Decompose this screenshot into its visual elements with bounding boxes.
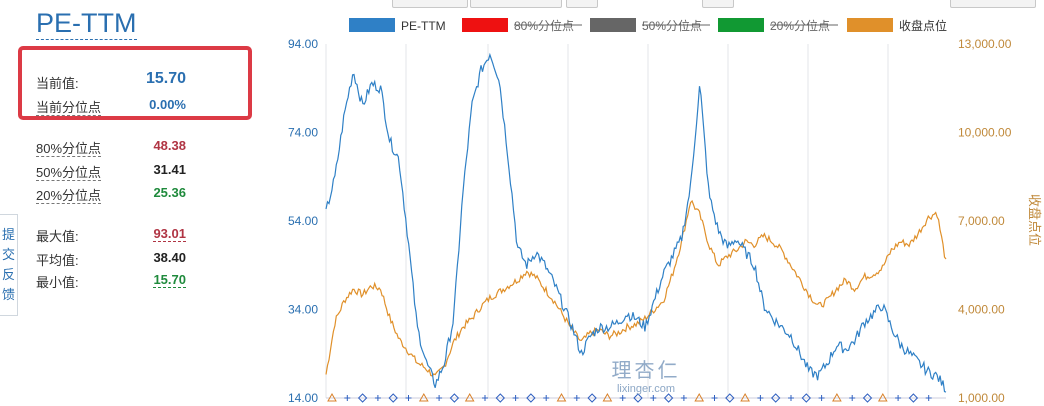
toolbar-button[interactable] <box>566 0 598 8</box>
min-value: 15.70 <box>153 272 186 288</box>
event-marker <box>650 395 657 401</box>
event-marker <box>573 395 580 401</box>
event-marker <box>801 393 812 403</box>
event-marker <box>327 392 337 402</box>
series-close <box>325 199 947 377</box>
p80-label: 80%分位点 <box>36 141 102 157</box>
feedback-char: 提 <box>1 227 15 242</box>
y-right-tick: 10,000.00 <box>958 126 1012 140</box>
event-markers <box>327 392 932 403</box>
event-marker <box>725 393 735 403</box>
p50-value: 31.41 <box>153 162 186 177</box>
feedback-char: 馈 <box>1 287 15 302</box>
event-marker <box>374 395 381 401</box>
legend-swatch <box>349 18 395 32</box>
event-marker <box>526 393 536 403</box>
page-title[interactable]: PE-TTM <box>36 8 137 40</box>
event-marker <box>619 395 626 401</box>
y-right-tick: 7,000.00 <box>958 214 1005 228</box>
feedback-char: 反 <box>1 267 15 282</box>
event-marker <box>788 395 794 401</box>
event-marker <box>663 393 674 403</box>
y-right-tick: 1,000.00 <box>958 391 1005 405</box>
event-marker <box>908 393 919 403</box>
legend-swatch <box>847 18 893 32</box>
watermark-text: 理杏仁 <box>611 358 681 382</box>
event-marker <box>482 395 488 401</box>
event-marker <box>436 395 443 401</box>
y-left-tick: 14.00 <box>288 391 318 405</box>
event-marker <box>770 393 781 403</box>
legend-label: PE-TTM <box>401 19 446 33</box>
event-marker <box>680 395 687 401</box>
event-marker <box>602 392 613 402</box>
y-right-tick: 4,000.00 <box>958 303 1005 317</box>
toolbar-button[interactable] <box>392 0 468 8</box>
event-marker <box>633 393 643 403</box>
event-marker <box>543 395 550 401</box>
series-pe-ttm <box>325 52 947 393</box>
p20-value: 25.36 <box>153 185 186 200</box>
y-left-tick: 54.00 <box>288 214 318 228</box>
legend-label: 收盘点位 <box>899 18 947 33</box>
toolbar-button[interactable] <box>950 0 1036 8</box>
p80-value: 48.38 <box>153 138 186 153</box>
y-axis-left: 94.00 74.00 54.00 34.00 14.00 <box>288 37 318 405</box>
y-axis-right: 13,000.00 10,000.00 7,000.00 4,000.00 1,000.… <box>958 37 1042 405</box>
event-marker <box>711 395 718 401</box>
current-value-label: 当前值: <box>36 76 79 91</box>
event-marker <box>832 392 842 402</box>
toolbar-button[interactable] <box>702 0 734 8</box>
event-marker <box>740 392 750 402</box>
event-marker <box>357 393 368 403</box>
min-label: 最小值: <box>36 275 79 290</box>
avg-value: 38.40 <box>153 250 186 265</box>
current-value-highlight <box>18 46 252 120</box>
event-marker <box>495 393 506 403</box>
event-marker <box>449 393 460 403</box>
p20-label: 20%分位点 <box>36 188 102 204</box>
event-marker <box>344 395 351 401</box>
legend-swatch <box>718 18 764 32</box>
event-marker <box>849 395 856 401</box>
chart-series <box>325 52 947 393</box>
legend-swatch <box>462 18 508 32</box>
avg-label: 平均值: <box>36 253 79 268</box>
event-marker <box>464 392 475 402</box>
current-percentile-label: 当前分位点 <box>36 100 102 116</box>
event-marker <box>862 393 873 403</box>
max-value: 93.01 <box>153 226 186 242</box>
event-marker <box>895 395 902 401</box>
event-marker <box>556 392 567 402</box>
legend-swatch <box>590 18 636 32</box>
y-left-tick: 34.00 <box>288 303 318 317</box>
feedback-char: 交 <box>1 247 15 262</box>
event-marker <box>818 395 825 401</box>
event-marker <box>925 395 932 401</box>
y-right-label: 收盘点位 <box>1027 194 1042 246</box>
event-marker <box>405 395 412 401</box>
watermark: 理杏仁 lixinger.com <box>596 354 696 395</box>
p50-label: 50%分位点 <box>36 165 102 181</box>
feedback-button[interactable]: 提 交 反 馈 <box>0 214 18 316</box>
y-right-tick: 13,000.00 <box>958 37 1012 51</box>
current-percentile-value: 0.00% <box>149 97 186 112</box>
max-label: 最大值: <box>36 229 79 244</box>
event-marker <box>694 392 705 402</box>
event-marker <box>877 392 888 402</box>
watermark-url: lixinger.com <box>616 383 676 395</box>
toolbar-button[interactable] <box>470 0 562 8</box>
event-marker <box>388 393 398 403</box>
chart-legend: PE-TTM 80%分位点 50%分位点 20%分位点 收盘点位 <box>349 18 947 33</box>
y-left-tick: 94.00 <box>288 37 318 51</box>
event-marker <box>587 393 597 403</box>
chart-grid <box>325 44 946 399</box>
event-marker <box>418 392 429 402</box>
current-value: 15.70 <box>145 70 186 87</box>
y-left-tick: 74.00 <box>288 126 318 140</box>
event-marker <box>512 395 519 401</box>
event-marker <box>757 395 764 401</box>
